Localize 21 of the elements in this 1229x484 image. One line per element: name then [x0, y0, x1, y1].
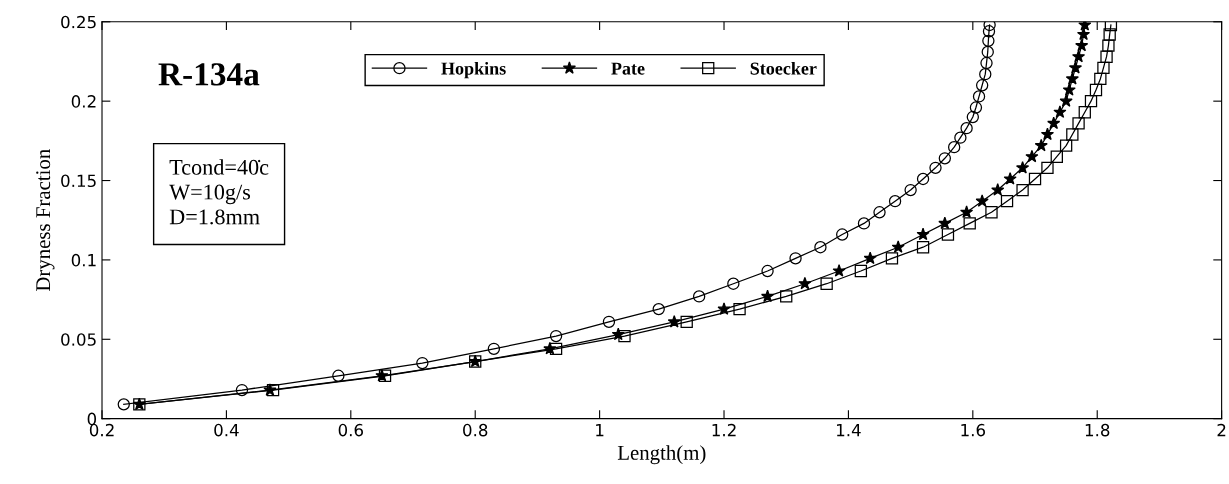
legend-label: Hopkins — [441, 61, 506, 79]
legend-label: Pate — [611, 62, 645, 75]
annotation: R-134a — [158, 63, 260, 86]
x-tick-label: 0.6 — [338, 423, 364, 437]
y-tick-label: 0.2 — [71, 95, 96, 108]
y-axis-title: Dryness Fraction — [36, 149, 55, 292]
x-tick-label: 1.8 — [1085, 423, 1110, 437]
annotation: Tcond=40̇c W=10g/s D=1.8mm — [169, 159, 269, 225]
x-tick-label: 1 — [596, 424, 604, 437]
x-tick-label: 0.8 — [463, 423, 488, 437]
x-tick-label: 1.4 — [837, 424, 861, 437]
x-tick-label: 1.2 — [712, 423, 736, 437]
legend-label: Stoecker — [750, 61, 817, 75]
y-tick-label: 0.25 — [61, 15, 96, 29]
x-axis-title: Length(m) — [617, 445, 706, 465]
y-tick-label: 0.05 — [61, 333, 96, 346]
x-tick-label: 0.4 — [214, 423, 239, 437]
y-tick-label: 0.15 — [61, 174, 96, 188]
x-tick-label: 2 — [1217, 423, 1226, 437]
y-tick-label: 0.1 — [71, 253, 96, 267]
x-tick-label: 1.6 — [961, 423, 986, 437]
